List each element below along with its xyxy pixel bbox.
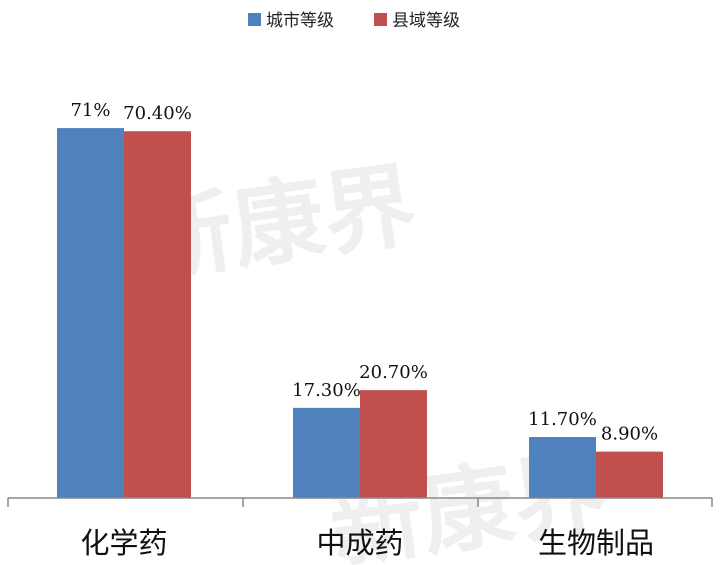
data-label-series-1-cat-1: 17.30% [292, 380, 361, 401]
bar-series-2-cat-0 [124, 131, 191, 498]
legend-label-series-1: 城市等级 [266, 11, 334, 31]
legend-swatch-series-2 [374, 13, 387, 26]
category-label-0: 化学药 [80, 526, 167, 560]
data-labels-group: 71% 70.40% 17.30%20.70% 11.70%8.90% [70, 100, 658, 445]
category-label-2: 生物制品 [538, 526, 654, 560]
legend-label-series-2: 县域等级 [392, 11, 460, 31]
watermark-group: 新康界 新康界 [134, 151, 612, 565]
legend-swatch-series-1 [248, 13, 261, 26]
bar-series-2-cat-1 [360, 390, 427, 498]
x-axis: 化学药 中成药 生物制品 [7, 497, 713, 560]
bar-series-1-cat-2 [529, 437, 596, 498]
category-label-1: 中成药 [316, 526, 403, 560]
bar-series-1-cat-0 [57, 128, 124, 498]
data-label-series-1-cat-2: 11.70% [528, 409, 597, 430]
legend: 城市等级 县域等级 [248, 11, 460, 31]
bar-series-1-cat-1 [293, 407, 360, 498]
data-label-series-2-cat-2: 8.90% [601, 424, 658, 445]
data-label-series-2-cat-1: 20.70% [359, 362, 428, 383]
data-label-series-2-cat-0: 70.40% [123, 103, 192, 124]
data-label-series-1-cat-0: 71% [70, 100, 110, 121]
bar-series-2-cat-2 [596, 451, 663, 498]
bars-group [57, 128, 663, 498]
